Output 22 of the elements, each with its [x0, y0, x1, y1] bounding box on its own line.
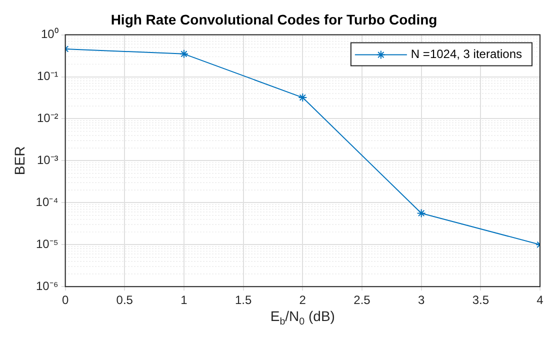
- point: [298, 93, 308, 102]
- x-tick-label: 2: [299, 293, 306, 308]
- point: [416, 208, 426, 218]
- point: [179, 49, 188, 58]
- x-tick-label: 0.5: [116, 293, 134, 308]
- x-tick-label: 3.5: [472, 293, 490, 308]
- legend-label: N =1024, 3 iterations: [410, 47, 522, 62]
- y-tick-label: 10⁻⁴: [36, 194, 58, 209]
- y-axis-title: BER: [11, 146, 28, 176]
- y-tick-label: 10⁻²: [36, 111, 58, 126]
- x-tick-label: 4: [536, 293, 544, 308]
- y-tick-label: 10⁻¹: [36, 69, 58, 84]
- x-tick-label: 0: [62, 293, 69, 308]
- y-tick-label: 10⁻⁵: [36, 236, 58, 251]
- y-tick-label: 10⁻³: [36, 153, 58, 168]
- x-tick-label: 1: [180, 293, 188, 308]
- x-tick-label: 2.5: [354, 293, 371, 308]
- x-tick-label: 3: [418, 293, 425, 308]
- x-tick-label: 1.5: [234, 293, 252, 308]
- y-tick-label: 10⁰: [40, 27, 58, 42]
- chart-title: High Rate Convolutional Codes for Turbo Coding: [110, 11, 438, 28]
- y-tick-label: 10⁻⁶: [36, 278, 58, 293]
